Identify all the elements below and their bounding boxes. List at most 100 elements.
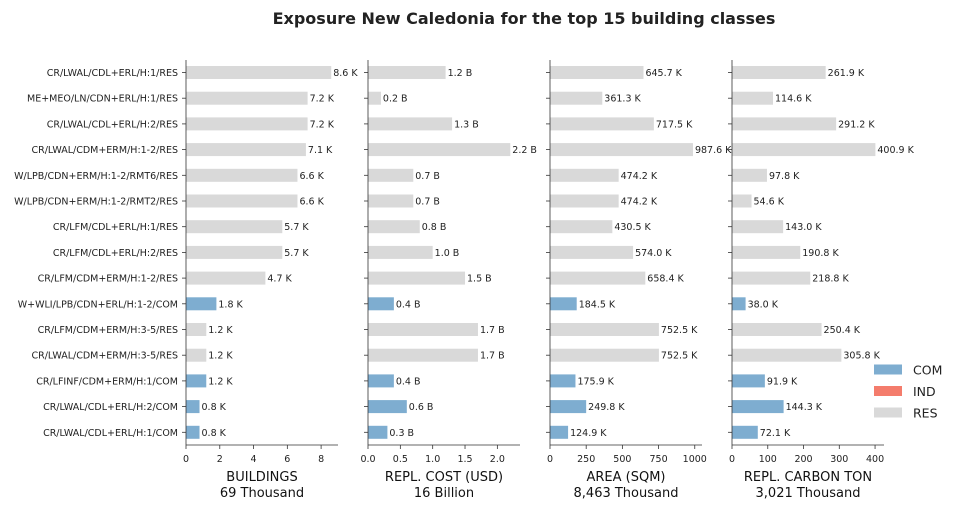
bar [550, 400, 587, 414]
x-axis-label: BUILDINGS [226, 470, 297, 485]
bar [732, 374, 765, 388]
bar [732, 323, 822, 336]
value-label: 1.2 K [208, 376, 233, 387]
bar [186, 425, 200, 439]
panel-2: 645.7 K 361.3 K 717.5 K 987.6 K 474.2 K 474.2… [546, 60, 732, 501]
category-label: CR/LWAL/CDL+ERL/H:1/RES [47, 68, 178, 79]
legend-swatch [874, 386, 902, 396]
bar [186, 348, 207, 362]
value-label: 7.2 K [310, 119, 335, 130]
bar [732, 117, 837, 131]
category-label: CR/LWAL/CDM+ERM/H:3-5/RES [31, 351, 178, 362]
x-tick-label: 250 [577, 454, 595, 465]
bar [550, 425, 569, 439]
bar [550, 168, 619, 182]
value-label: 184.5 K [579, 299, 616, 310]
value-label: 1.2 B [448, 68, 473, 79]
value-label: 752.5 K [661, 351, 698, 362]
bar [186, 323, 207, 336]
value-label: 4.7 K [267, 274, 292, 285]
legend-label: COM [913, 363, 942, 378]
value-label: 143.0 K [785, 222, 822, 233]
value-label: 0.6 B [409, 402, 434, 413]
bar [368, 168, 414, 182]
x-axis-label: AREA (SQM) [586, 470, 665, 485]
legend-swatch [874, 364, 902, 375]
value-label: 474.2 K [621, 171, 658, 182]
value-label: 6.6 K [299, 171, 324, 182]
bar [732, 194, 752, 208]
bar [368, 91, 381, 105]
bar [186, 220, 283, 234]
value-label: 1.8 K [218, 299, 243, 310]
bar [732, 245, 801, 259]
x-tick-label: 300 [830, 454, 848, 465]
x-tick-label: 0 [183, 454, 189, 465]
value-label: 400.9 K [877, 145, 914, 156]
panel-total: 3,021 Thousand [756, 486, 861, 501]
value-label: 97.8 K [769, 171, 800, 182]
value-label: 114.6 K [775, 94, 812, 105]
category-label: CR/LFM/CDL+ERL/H:1/RES [53, 222, 178, 233]
bar [550, 297, 577, 311]
bar [368, 117, 453, 131]
value-label: 124.9 K [570, 428, 607, 439]
bar [368, 323, 478, 336]
x-tick-label: 1.5 [457, 454, 472, 465]
bar [368, 194, 414, 208]
category-label: CR/LWAL/CDL+ERL/H:2/COM [43, 402, 178, 413]
category-label: ME+MEO/LN/CDN+ERL/H:1/RES [27, 94, 178, 105]
value-label: 2.2 B [512, 145, 537, 156]
bar [732, 400, 784, 414]
bar [368, 297, 394, 311]
value-label: 658.4 K [647, 274, 684, 285]
value-label: 250.4 K [824, 325, 861, 336]
bar [550, 194, 619, 208]
x-tick-label: 1.0 [425, 454, 440, 465]
bar [186, 194, 298, 208]
bar [186, 143, 306, 157]
category-label: W+WLI/LPB/CDN+ERL/H:1-2/COM [18, 299, 178, 310]
value-label: 72.1 K [760, 428, 791, 439]
value-label: 1.5 B [467, 274, 492, 285]
x-tick-label: 4 [251, 454, 257, 465]
bar [732, 168, 767, 182]
panel-1: 1.2 B 0.2 B 1.3 B 2.2 B 0.7 B 0.7 B 0.8 B 1.0 B… [360, 60, 537, 501]
value-label: 752.5 K [661, 325, 698, 336]
x-tick-label: 0.5 [393, 454, 408, 465]
x-tick-label: 100 [759, 454, 777, 465]
bar [550, 245, 634, 259]
value-label: 0.4 B [396, 376, 421, 387]
bar [732, 425, 758, 439]
x-tick-label: 6 [284, 454, 290, 465]
value-label: 7.1 K [308, 145, 333, 156]
value-label: 0.3 B [389, 428, 414, 439]
x-tick-label: 2 [217, 454, 223, 465]
value-label: 574.0 K [635, 248, 672, 259]
value-label: 1.3 B [454, 119, 479, 130]
category-label: CR/LFM/CDM+ERM/H:1-2/RES [38, 274, 178, 285]
legend-swatch [874, 407, 902, 418]
bar [550, 66, 644, 79]
x-tick-label: 200 [794, 454, 812, 465]
bar [732, 143, 876, 157]
bar [550, 374, 576, 388]
category-label: CR/LFM/CDL+ERL/H:2/RES [53, 248, 178, 259]
value-label: 1.7 B [480, 351, 505, 362]
bar [732, 91, 773, 105]
value-label: 1.7 B [480, 325, 505, 336]
bar [550, 271, 646, 285]
bar [368, 66, 446, 79]
legend-label: IND [913, 384, 936, 399]
legend-label: RES [913, 406, 938, 421]
category-label: W/LPB/CDN+ERM/H:1-2/RMT2/RES [14, 197, 178, 208]
value-label: 6.6 K [299, 197, 324, 208]
category-label: W/LPB/CDN+ERM/H:1-2/RMT6/RES [14, 171, 178, 182]
panel-0: 8.6 K 7.2 K 7.2 K 7.1 K 6.6 K 6.6 K 5.7 K 5.7 K… [14, 60, 358, 501]
bar [186, 168, 298, 182]
value-label: 474.2 K [621, 197, 658, 208]
bar [368, 245, 433, 259]
value-label: 645.7 K [645, 68, 682, 79]
value-label: 249.8 K [588, 402, 625, 413]
bar [732, 297, 746, 311]
